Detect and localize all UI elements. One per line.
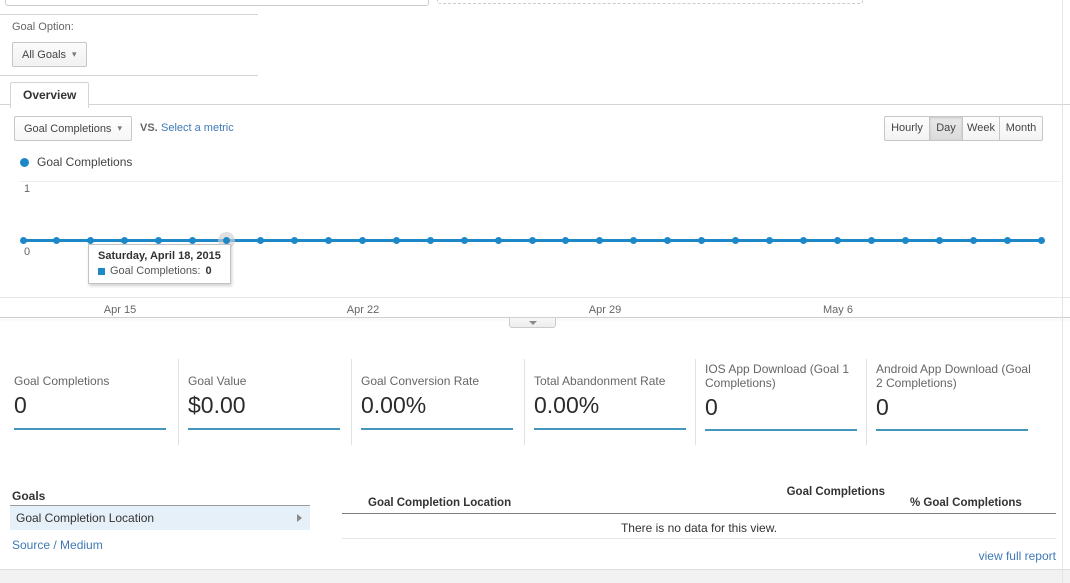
granularity-day-button[interactable]: Day [929, 116, 963, 141]
table-header-completions[interactable]: Goal Completions [786, 486, 885, 498]
scorecard-title: Total Abandonment Rate [534, 374, 666, 388]
granularity-hourly-button[interactable]: Hourly [884, 116, 930, 141]
chart-tooltip: Saturday, April 18, 2015 Goal Completion… [88, 244, 231, 284]
scorecard-value: 0 [705, 394, 718, 420]
tabbar-divider [0, 104, 1070, 105]
panel-bottom-divider [0, 75, 258, 76]
goal-option-dropdown[interactable]: All Goals ▾ [12, 42, 87, 67]
scorecard-title: Android App Download (Goal 2 Completions… [876, 362, 1031, 390]
collapse-chart-button[interactable] [509, 318, 556, 328]
scorecard-sparkline [14, 428, 166, 430]
scorecard-sparkline [188, 428, 340, 430]
granularity-month-button[interactable]: Month [999, 116, 1043, 141]
tab-overview[interactable]: Overview [10, 82, 90, 108]
add-segment-box[interactable] [437, 0, 863, 4]
chevron-down-icon: ▾ [72, 49, 77, 59]
scorecard-title: IOS App Download (Goal 1 Completions) [705, 362, 850, 390]
tooltip-value: 0 [205, 265, 212, 277]
footer-strip [0, 569, 1070, 583]
scorecard-value: 0.00% [361, 392, 427, 418]
scorecard-title: Goal Completions [14, 374, 110, 388]
panel-top-divider [0, 14, 258, 15]
scorecard-title: Goal Value [188, 374, 247, 388]
granularity-button-group: Hourly Day Week Month [884, 116, 1043, 141]
scorecard-sparkline [876, 429, 1028, 431]
scorecard-goal-value: Goal Value $0.00 [188, 374, 340, 430]
table-header-location[interactable]: Goal Completion Location [368, 497, 512, 509]
scorecard-total-abandonment-rate: Total Abandonment Rate 0.00% [534, 374, 686, 430]
goals-panel-underline [10, 505, 310, 506]
chevron-right-icon [297, 514, 302, 522]
tooltip-metric-label: Goal Completions: [110, 265, 201, 277]
gridline-y1 [20, 181, 1060, 182]
scorecard-android-app-download: Android App Download (Goal 2 Completions… [876, 362, 1036, 431]
collapse-arrow-icon [528, 320, 537, 325]
goal-option-label: Goal Option: [12, 21, 74, 33]
tooltip-date: Saturday, April 18, 2015 [98, 250, 221, 262]
scorecard-goal-completions: Goal Completions 0 [14, 374, 166, 430]
x-axis-tick: Apr 29 [588, 304, 622, 316]
source-medium-link[interactable]: Source / Medium [12, 538, 103, 552]
goals-panel-title: Goals [12, 489, 46, 503]
granularity-week-button[interactable]: Week [962, 116, 1000, 141]
table-row-divider [342, 538, 1056, 539]
chart-series-line [23, 239, 1041, 242]
scorecard-sparkline [534, 428, 686, 430]
x-axis-tick: Apr 15 [103, 304, 137, 316]
scorecard-goal-conversion-rate: Goal Conversion Rate 0.00% [361, 374, 513, 430]
table-empty-message: There is no data for this view. [620, 521, 778, 535]
legend-label: Goal Completions [37, 155, 133, 169]
scorecard-sparkline [705, 429, 857, 431]
chevron-down-icon: ▾ [117, 123, 122, 133]
scorecard-sparkline [361, 428, 513, 430]
scorecard-value: $0.00 [188, 392, 246, 418]
table-header-underline [342, 513, 1056, 514]
card-divider [866, 359, 867, 445]
metric-selector-dropdown[interactable]: Goal Completions ▾ [14, 116, 132, 141]
table-header-pct-completions[interactable]: % Goal Completions [910, 497, 1022, 509]
legend-dot-icon [20, 158, 29, 167]
goal-option-value: All Goals [22, 48, 67, 61]
segment-box[interactable] [5, 0, 429, 6]
y-axis-tick-1: 1 [24, 183, 31, 195]
chart-panel-bottom-border [0, 317, 1070, 318]
content-right-edge [1062, 0, 1063, 583]
x-axis-line [0, 297, 1070, 298]
card-divider [351, 359, 352, 445]
scorecard-value: 0 [14, 392, 27, 418]
scorecard-ios-app-download: IOS App Download (Goal 1 Completions) 0 [705, 362, 865, 431]
card-divider [524, 359, 525, 445]
goal-item-completion-location[interactable]: Goal Completion Location [10, 506, 310, 530]
card-divider [178, 359, 179, 445]
vs-label: VS. [140, 122, 158, 134]
y-axis-tick-0: 0 [24, 246, 31, 258]
card-divider [695, 359, 696, 445]
goal-item-label: Goal Completion Location [16, 511, 155, 525]
x-axis-tick: May 6 [823, 304, 853, 316]
tooltip-series-icon [98, 267, 105, 275]
select-metric-link[interactable]: Select a metric [161, 122, 234, 134]
x-axis-tick: Apr 22 [346, 304, 380, 316]
scorecard-value: 0 [876, 394, 889, 420]
scorecard-title: Goal Conversion Rate [361, 374, 480, 388]
view-full-report-link[interactable]: view full report [978, 549, 1056, 563]
scorecard-value: 0.00% [534, 392, 600, 418]
metric-selector-value: Goal Completions [24, 122, 112, 135]
